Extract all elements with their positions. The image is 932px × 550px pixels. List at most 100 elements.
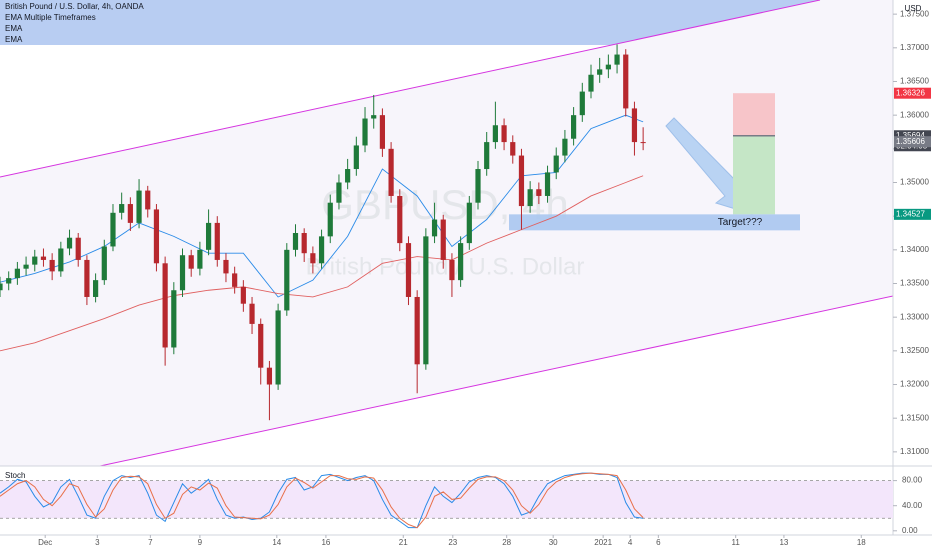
y-tick-label: 1.35000: [900, 178, 929, 187]
candle-body: [571, 115, 577, 139]
candle-body: [197, 249, 203, 269]
price-label: 1.36326: [896, 88, 925, 97]
y-tick-label: 1.33500: [900, 279, 929, 288]
candle-body: [14, 268, 20, 279]
y-tick-label: 1.33000: [900, 312, 929, 321]
price-label: 1.35694: [896, 131, 925, 140]
candle-body: [553, 155, 559, 173]
y-tick-label: 1.31500: [900, 413, 929, 422]
target-label: Target???: [718, 217, 763, 228]
candle-body: [188, 255, 194, 269]
candle-body: [240, 286, 246, 304]
candle-body: [484, 142, 490, 170]
candle-body: [232, 273, 238, 287]
candle-body: [623, 54, 629, 109]
legend: British Pound / U.S. Dollar, 4h, OANDA E…: [5, 2, 922, 480]
price-label-box: [894, 130, 931, 142]
channel-lower: [99, 295, 894, 467]
candle-body: [49, 259, 55, 272]
channel-fill: [0, 0, 893, 466]
candle-body: [362, 118, 368, 146]
x-tick-label: Dec: [38, 538, 52, 547]
candle-body: [544, 172, 551, 196]
x-tick-label: 23: [448, 538, 457, 547]
candle-body: [431, 219, 438, 237]
candle-body: [214, 222, 220, 260]
candle-body: [32, 256, 38, 265]
candle-body: [6, 278, 12, 284]
x-tick-label: 14: [272, 538, 281, 547]
y-tick-label: 1.34000: [900, 245, 929, 254]
price-label: 1.34527: [896, 209, 925, 218]
legend-title: British Pound / U.S. Dollar, 4h, OANDA: [5, 2, 144, 11]
legend-indicator: EMA: [5, 24, 23, 33]
candle-body: [292, 233, 299, 250]
stoch-y-tick-label: 0.00: [902, 526, 918, 535]
candle-body: [388, 148, 394, 196]
channel-upper: [0, 0, 821, 178]
x-tick-label: 3: [95, 538, 100, 547]
candle-body: [127, 204, 133, 223]
candle-body: [492, 125, 498, 143]
candle-body: [258, 323, 264, 368]
candle-body: [310, 253, 316, 264]
candle-body: [205, 222, 212, 250]
axes: 1.31000 1.31500 1.32000 1.32500 1.33000 1.335…: [38, 9, 931, 547]
candle-body: [345, 169, 351, 183]
candle-body: [327, 202, 333, 237]
profit-zone: [733, 135, 775, 215]
candle-body: [631, 108, 638, 143]
candle-body: [145, 190, 151, 210]
stoch-line: [0, 472, 644, 529]
currency-label: USD: [905, 4, 922, 13]
stop-zone: [733, 93, 775, 136]
legend-indicator: EMA Multiple Timeframes: [5, 13, 96, 22]
ema-line: [0, 175, 644, 352]
candle-body: [588, 74, 594, 92]
series: [0, 44, 646, 421]
candle-body: [318, 236, 325, 264]
candle-body: [66, 237, 73, 249]
candle-body: [336, 182, 342, 203]
candle-body: [0, 283, 3, 291]
candle-body: [136, 190, 142, 223]
stoch-pane: [0, 472, 893, 529]
y-tick-label: 1.32500: [900, 346, 929, 355]
y-tick-label: 1.36500: [900, 77, 929, 86]
y-tick-label: 1.37500: [900, 9, 929, 18]
price-label-box: [894, 136, 931, 148]
x-tick-label: 2021: [594, 538, 612, 547]
x-tick-label: 28: [502, 538, 511, 547]
candle-body: [501, 125, 507, 143]
candle-body: [23, 264, 29, 269]
candle-body: [179, 255, 186, 291]
candle-body: [301, 233, 307, 254]
x-tick-label: 13: [779, 538, 788, 547]
price-label-box: [894, 208, 931, 220]
candle-body: [84, 259, 90, 297]
candle-body: [527, 189, 533, 207]
x-tick-label: 18: [857, 538, 866, 547]
price-label: 1.35606: [896, 137, 925, 146]
candle-body: [353, 145, 359, 170]
candle-body: [371, 115, 377, 119]
y-tick-label: 1.31000: [900, 447, 929, 456]
stoch-title: Stoch: [5, 471, 25, 480]
candle-body: [518, 155, 525, 207]
x-tick-label: 6: [656, 538, 661, 547]
candle-body: [510, 142, 516, 156]
candle-body: [40, 256, 47, 260]
candle-body: [614, 54, 620, 65]
candle-body: [93, 280, 99, 297]
stoch-line: [0, 472, 644, 529]
candle-body: [162, 263, 168, 348]
x-tick-label: 16: [321, 538, 330, 547]
candle-body: [458, 243, 464, 281]
candle-body: [475, 169, 481, 203]
candle-body: [397, 195, 403, 244]
stoch-y-tick-label: 40.00: [902, 501, 923, 510]
stoch-band: [0, 480, 893, 519]
x-tick-label: 4: [628, 538, 633, 547]
x-tick-label: 30: [549, 538, 558, 547]
